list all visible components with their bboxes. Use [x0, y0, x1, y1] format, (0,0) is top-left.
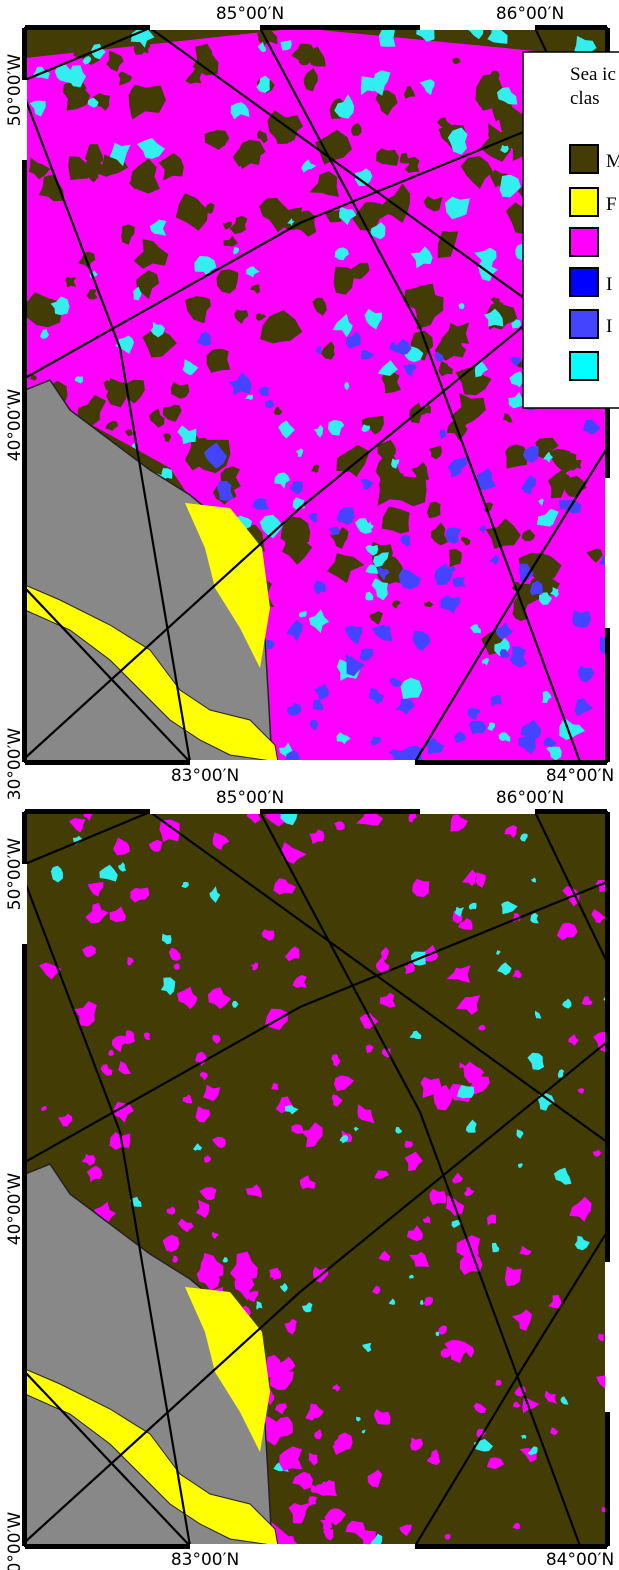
legend-swatch — [570, 268, 598, 296]
frame-bar — [420, 809, 535, 814]
legend-title: Sea ic — [570, 64, 616, 85]
frame-bar — [190, 1544, 415, 1549]
legend-swatch — [570, 145, 598, 173]
top-label: 85°00′N — [216, 4, 284, 24]
map-figure: 85°00′N 86°00′N 83°00′N 84°00′N 50°00′W 40°00… — [0, 0, 619, 1570]
legend-title: clas — [570, 88, 600, 109]
frame-bar — [605, 478, 610, 628]
legend-label: I — [606, 316, 612, 337]
left-label: 40°00′W — [5, 1173, 25, 1246]
top-label: 86°00′N — [496, 4, 564, 24]
left-label: 50°00′W — [5, 838, 25, 911]
legend-label: F — [606, 194, 617, 215]
bottom-label: 84°00′N — [546, 766, 614, 786]
left-label: 30°00′W — [5, 728, 25, 801]
left-label: 30°00′W — [5, 1512, 25, 1570]
left-label: 40°00′W — [5, 389, 25, 462]
frame-bar — [605, 1262, 610, 1412]
frame-bar — [605, 812, 610, 1546]
frame-bar — [420, 25, 535, 30]
frame-bar — [150, 809, 260, 814]
bottom-label: 83°00′N — [171, 1550, 239, 1570]
map-panel: 85°00′N 86°00′N 83°00′N 84°00′N 50°00′W 40°00… — [5, 788, 614, 1570]
legend-swatch — [570, 188, 598, 216]
bottom-label: 84°00′N — [546, 1550, 614, 1570]
frame-bar — [190, 760, 415, 765]
legend: Sea ic clas M F II — [523, 52, 619, 408]
bottom-label: 83°00′N — [171, 766, 239, 786]
legend-swatch — [570, 228, 598, 256]
top-label: 85°00′N — [216, 788, 284, 808]
legend-swatch — [570, 352, 598, 380]
left-label: 50°00′W — [5, 54, 25, 127]
legend-label: M — [606, 151, 619, 172]
legend-label: I — [606, 274, 612, 295]
top-label: 86°00′N — [496, 788, 564, 808]
legend-swatch — [570, 310, 598, 338]
frame-bar — [150, 25, 260, 30]
